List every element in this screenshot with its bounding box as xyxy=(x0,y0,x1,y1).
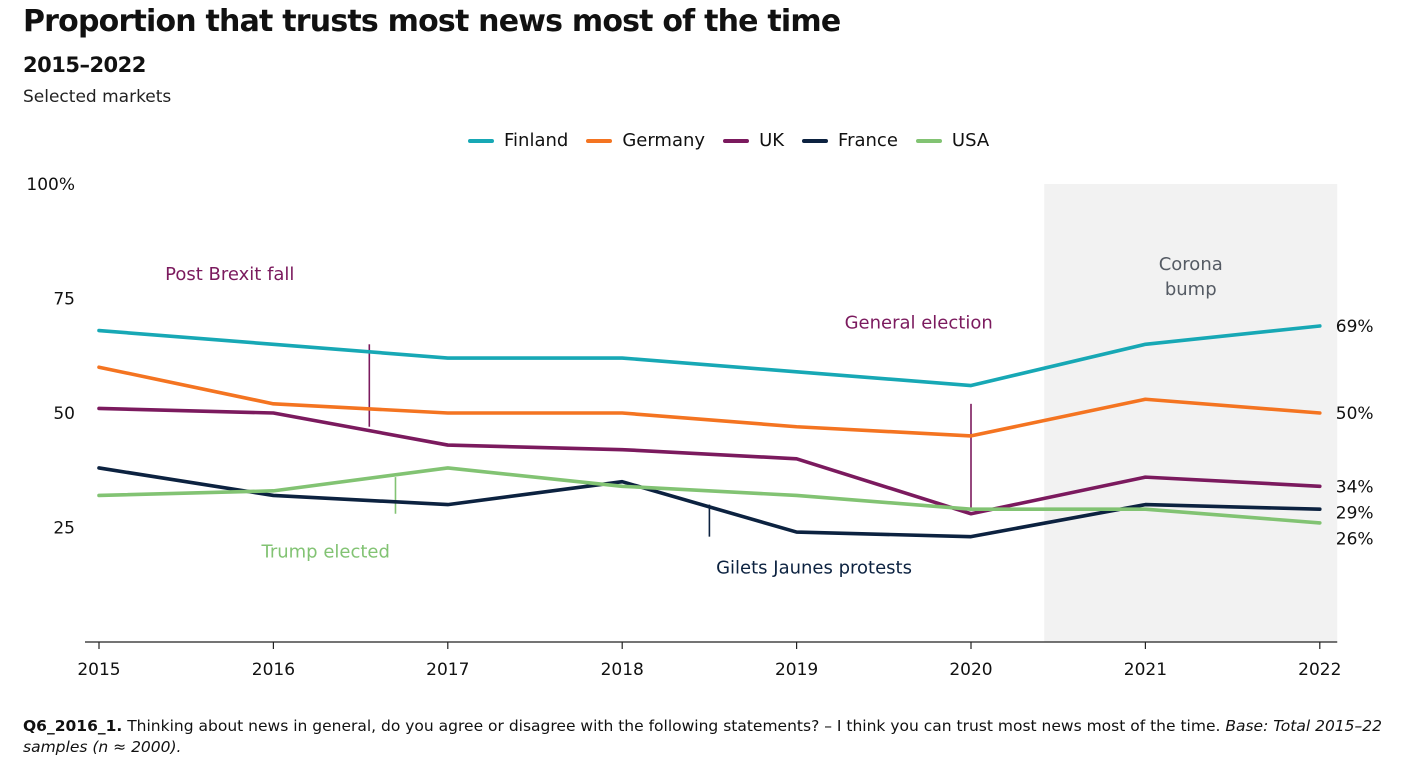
end-label-usa: 26% xyxy=(1336,529,1374,549)
legend-item-usa: USA xyxy=(915,130,990,151)
y-tick-label: 50 xyxy=(53,404,75,424)
legend-label: Finland xyxy=(504,130,569,151)
y-tick-label: 100% xyxy=(26,175,75,195)
legend-swatch xyxy=(915,138,942,143)
series-line-usa xyxy=(97,466,1322,525)
legend-swatch xyxy=(802,138,829,143)
x-tick-label: 2016 xyxy=(252,660,295,680)
legend-item-germany: Germany xyxy=(586,130,705,151)
chart-subtitle: 2015–2022 xyxy=(23,53,146,77)
legend-item-uk: UK xyxy=(723,130,784,151)
x-tick-label: 2019 xyxy=(775,660,818,680)
legend-item-france: France xyxy=(802,130,898,151)
footnote-code: Q6_2016_1. xyxy=(23,717,123,735)
legend-label: USA xyxy=(951,130,990,151)
x-tick-label: 2017 xyxy=(426,660,469,680)
legend-item-finland: Finland xyxy=(468,130,568,151)
annotation-label: Post Brexit fall xyxy=(165,264,294,285)
legend-label: UK xyxy=(759,130,785,151)
end-label-france: 29% xyxy=(1336,503,1374,523)
series-line-finland xyxy=(97,324,1322,388)
series-line-uk xyxy=(97,406,1322,516)
annotation-label: Trump elected xyxy=(260,541,389,562)
legend-label: France xyxy=(838,130,898,151)
end-label-uk: 34% xyxy=(1336,477,1374,497)
x-tick-label: 2015 xyxy=(77,660,120,680)
shaded-region-corona xyxy=(1044,184,1338,642)
y-tick-label: 75 xyxy=(53,290,75,310)
x-tick-label: 2022 xyxy=(1298,660,1341,680)
shaded-region-label: Corona xyxy=(1159,254,1223,275)
end-label-germany: 50% xyxy=(1336,404,1374,424)
chart-title: Proportion that trusts most news most of… xyxy=(23,4,841,39)
series-line-germany xyxy=(97,365,1322,438)
footnote: Q6_2016_1. Thinking about news in genera… xyxy=(23,716,1383,758)
line-chart: Corona bump 2015 2016 2017 2018 2019 2020 2021 20… xyxy=(26,175,1374,680)
chart-note: Selected markets xyxy=(23,87,172,107)
x-tick-label: 2018 xyxy=(601,660,644,680)
footnote-base: Base: Total 2015–22 samples (n ≈ 2000). xyxy=(23,717,1383,756)
y-tick-label: 25 xyxy=(53,519,75,539)
legend-swatch xyxy=(468,138,494,143)
legend-label: Germany xyxy=(622,130,706,151)
x-tick-label: 2021 xyxy=(1124,660,1167,680)
legend: Finland Germany UK France USA xyxy=(468,130,1007,151)
annotation-label: Gilets Jaunes protests xyxy=(716,557,912,578)
footnote-text: Thinking about news in general, do you a… xyxy=(122,717,1226,735)
legend-swatch xyxy=(586,138,613,143)
end-label-finland: 69% xyxy=(1336,317,1374,337)
legend-swatch xyxy=(723,138,750,143)
annotation-label: General election xyxy=(845,312,993,333)
shaded-region-label: bump xyxy=(1165,279,1217,300)
x-tick-label: 2020 xyxy=(949,660,992,680)
